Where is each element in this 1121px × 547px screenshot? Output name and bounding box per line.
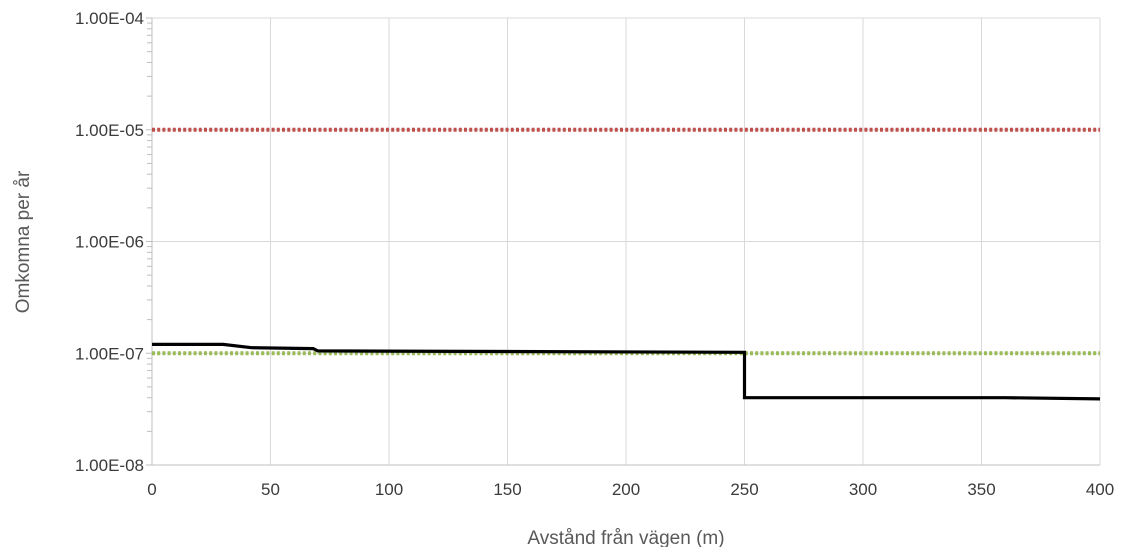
x-tick-label-8: 400: [1086, 480, 1114, 499]
y-tick-label-3: 1.00E-07: [75, 344, 144, 363]
y-tick-label-1: 1.00E-05: [75, 121, 144, 140]
y-minor-ticks: [146, 17, 152, 466]
series-group: [152, 127, 1101, 401]
x-tick-label-2: 100: [375, 480, 403, 499]
y-axis-title: Omkomna per år: [13, 170, 34, 313]
x-tick-label-4: 200: [612, 480, 640, 499]
x-tick-label-0: 0: [147, 480, 156, 499]
x-tick-labels: 0 50 100 150 200 250 300 350 400: [147, 480, 1114, 499]
x-axis-title: Avstånd från vägen (m): [527, 528, 724, 547]
y-tick-labels: 1.00E-04 1.00E-05 1.00E-06 1.00E-07 1.00E-08: [75, 9, 144, 475]
x-tick-label-7: 350: [967, 480, 995, 499]
x-tick-label-3: 150: [493, 480, 521, 499]
series-line-2: [152, 342, 1101, 401]
x-tick-label-1: 50: [261, 480, 280, 499]
y-tick-label-4: 1.00E-08: [75, 456, 144, 475]
y-tick-label-2: 1.00E-06: [75, 233, 144, 252]
y-tick-label-0: 1.00E-04: [75, 9, 144, 28]
x-tick-label-6: 300: [849, 480, 877, 499]
x-tick-label-5: 250: [730, 480, 758, 499]
